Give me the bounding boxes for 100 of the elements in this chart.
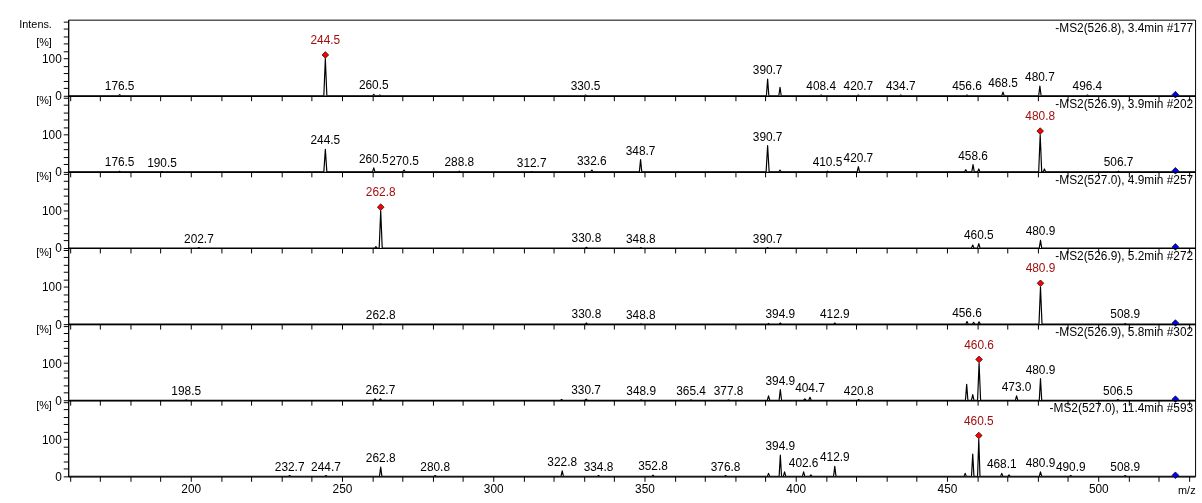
annotation: 460.5 — [963, 413, 995, 428]
annotation: 390.7 — [752, 129, 783, 144]
x-tick-label: 250 — [332, 481, 353, 496]
annotation: 262.8 — [365, 451, 396, 466]
annotation: 394.9 — [765, 307, 796, 322]
annotation: 262.8 — [365, 307, 396, 322]
annotation: 260.5 — [358, 78, 389, 93]
annotation: 460.6 — [964, 337, 995, 352]
chart-title: -MS2(527.0), 11.4min #593 — [1049, 401, 1194, 416]
chart-title: -MS2(526.9), 3.9min #202 — [1055, 96, 1194, 111]
x-axis-title: m/z — [1178, 483, 1196, 496]
annotation: 330.7 — [571, 383, 601, 398]
x-tick-label: 450 — [937, 481, 958, 496]
annotation: 330.5 — [570, 79, 601, 94]
annotation: 480.9 — [1025, 455, 1056, 470]
annotation: 348.7 — [625, 143, 656, 158]
annotation: 288.8 — [444, 155, 475, 170]
annotation: 506.7 — [1103, 155, 1134, 170]
y-axis-title: Intens. [%] — [19, 18, 52, 48]
annotation: 348.8 — [626, 231, 657, 246]
annotation: 390.7 — [752, 63, 783, 78]
annotation: 330.8 — [571, 231, 602, 246]
annotation: 480.7 — [1025, 70, 1055, 85]
y-tick-label: 100 — [41, 356, 63, 371]
y-tick-label: 100 — [41, 432, 63, 447]
y-axis-title: [%] — [36, 94, 52, 107]
annotation: 260.5 — [358, 151, 389, 166]
y-tick-label: 100 — [41, 280, 63, 295]
annotation: 244.7 — [311, 459, 341, 474]
x-tick-label: 300 — [483, 481, 505, 496]
annotation: 190.5 — [147, 155, 178, 170]
x-tick-label: 500 — [1088, 481, 1110, 496]
annotation: 262.8 — [365, 185, 396, 200]
annotation: 468.5 — [988, 76, 1019, 91]
annotation: 506.5 — [1103, 383, 1134, 398]
annotation: 410.5 — [812, 155, 843, 170]
y-tick-label: 100 — [41, 204, 63, 219]
y-tick-label: 0 — [55, 241, 63, 256]
annotation: 460.5 — [963, 227, 995, 242]
y-axis-title: [%] — [36, 170, 52, 183]
annotation: 280.8 — [420, 459, 451, 474]
annotation: 473.0 — [1001, 379, 1032, 394]
y-tick-label: 0 — [55, 165, 63, 180]
x-tick-label: 350 — [635, 481, 656, 496]
annotation: 176.5 — [104, 155, 135, 170]
annotation: 244.5 — [310, 33, 341, 48]
chart-title: -MS2(526.8), 3.4min #177 — [1055, 20, 1194, 35]
annotation: 394.9 — [765, 439, 796, 454]
annotation: 496.4 — [1072, 79, 1103, 94]
x-tick-label: 400 — [786, 481, 807, 496]
annotation: 312.7 — [516, 155, 547, 170]
annotation: 456.6 — [952, 305, 983, 320]
annotation: 365.4 — [676, 383, 707, 398]
y-axis-title: [%] — [36, 322, 52, 335]
annotation: 198.5 — [171, 383, 202, 398]
annotation: 332.6 — [577, 154, 608, 169]
annotation: 434.7 — [885, 79, 916, 94]
x-tick-label: 200 — [181, 481, 202, 496]
y-axis-title: [%] — [36, 246, 52, 259]
annotation: 408.4 — [806, 79, 837, 94]
chart-title: -MS2(526.9), 5.8min #302 — [1055, 324, 1194, 339]
annotation: 352.8 — [638, 459, 669, 474]
annotation: 270.5 — [389, 154, 420, 169]
annotation: 377.8 — [713, 383, 744, 398]
annotation: 232.7 — [274, 459, 305, 474]
annotation: 334.8 — [583, 459, 614, 474]
y-tick-label: 0 — [55, 89, 63, 104]
annotation: 508.9 — [1110, 459, 1141, 474]
chart-title: -MS2(527.0), 4.9min #257 — [1055, 172, 1194, 187]
annotation: 508.9 — [1110, 307, 1141, 322]
annotation: 468.1 — [986, 457, 1018, 472]
annotation: 456.6 — [952, 79, 983, 94]
y-tick-label: 100 — [41, 52, 63, 67]
annotation: 480.8 — [1025, 109, 1056, 124]
annotation: 176.5 — [104, 78, 135, 93]
annotation: 390.7 — [752, 231, 783, 246]
annotation: 412.9 — [819, 307, 851, 322]
y-axis-title: [%] — [36, 398, 52, 411]
annotation: 376.8 — [710, 459, 741, 474]
annotation: 262.7 — [365, 382, 396, 397]
y-tick-label: 100 — [41, 128, 63, 143]
annotation: 458.6 — [958, 148, 989, 163]
annotation: 412.9 — [819, 450, 851, 465]
annotation: 322.8 — [547, 454, 578, 469]
y-tick-label: 0 — [55, 317, 63, 332]
y-tick-label: 0 — [55, 393, 63, 408]
annotation: 480.9 — [1025, 261, 1056, 276]
chart-title: -MS2(526.9), 5.2min #272 — [1055, 248, 1194, 263]
y-tick-label: 0 — [55, 469, 63, 484]
annotation: 394.9 — [765, 373, 796, 388]
annotation: 202.7 — [184, 231, 214, 246]
annotation: 348.9 — [626, 383, 657, 398]
annotation: 244.5 — [310, 133, 341, 148]
annotation: 420.7 — [843, 79, 874, 94]
annotation: 420.8 — [843, 383, 874, 398]
annotation: 402.6 — [788, 455, 819, 470]
annotation: 348.8 — [626, 307, 657, 322]
annotation: 330.8 — [571, 307, 602, 322]
annotation: 404.7 — [795, 381, 825, 396]
annotation: 480.9 — [1025, 224, 1056, 239]
